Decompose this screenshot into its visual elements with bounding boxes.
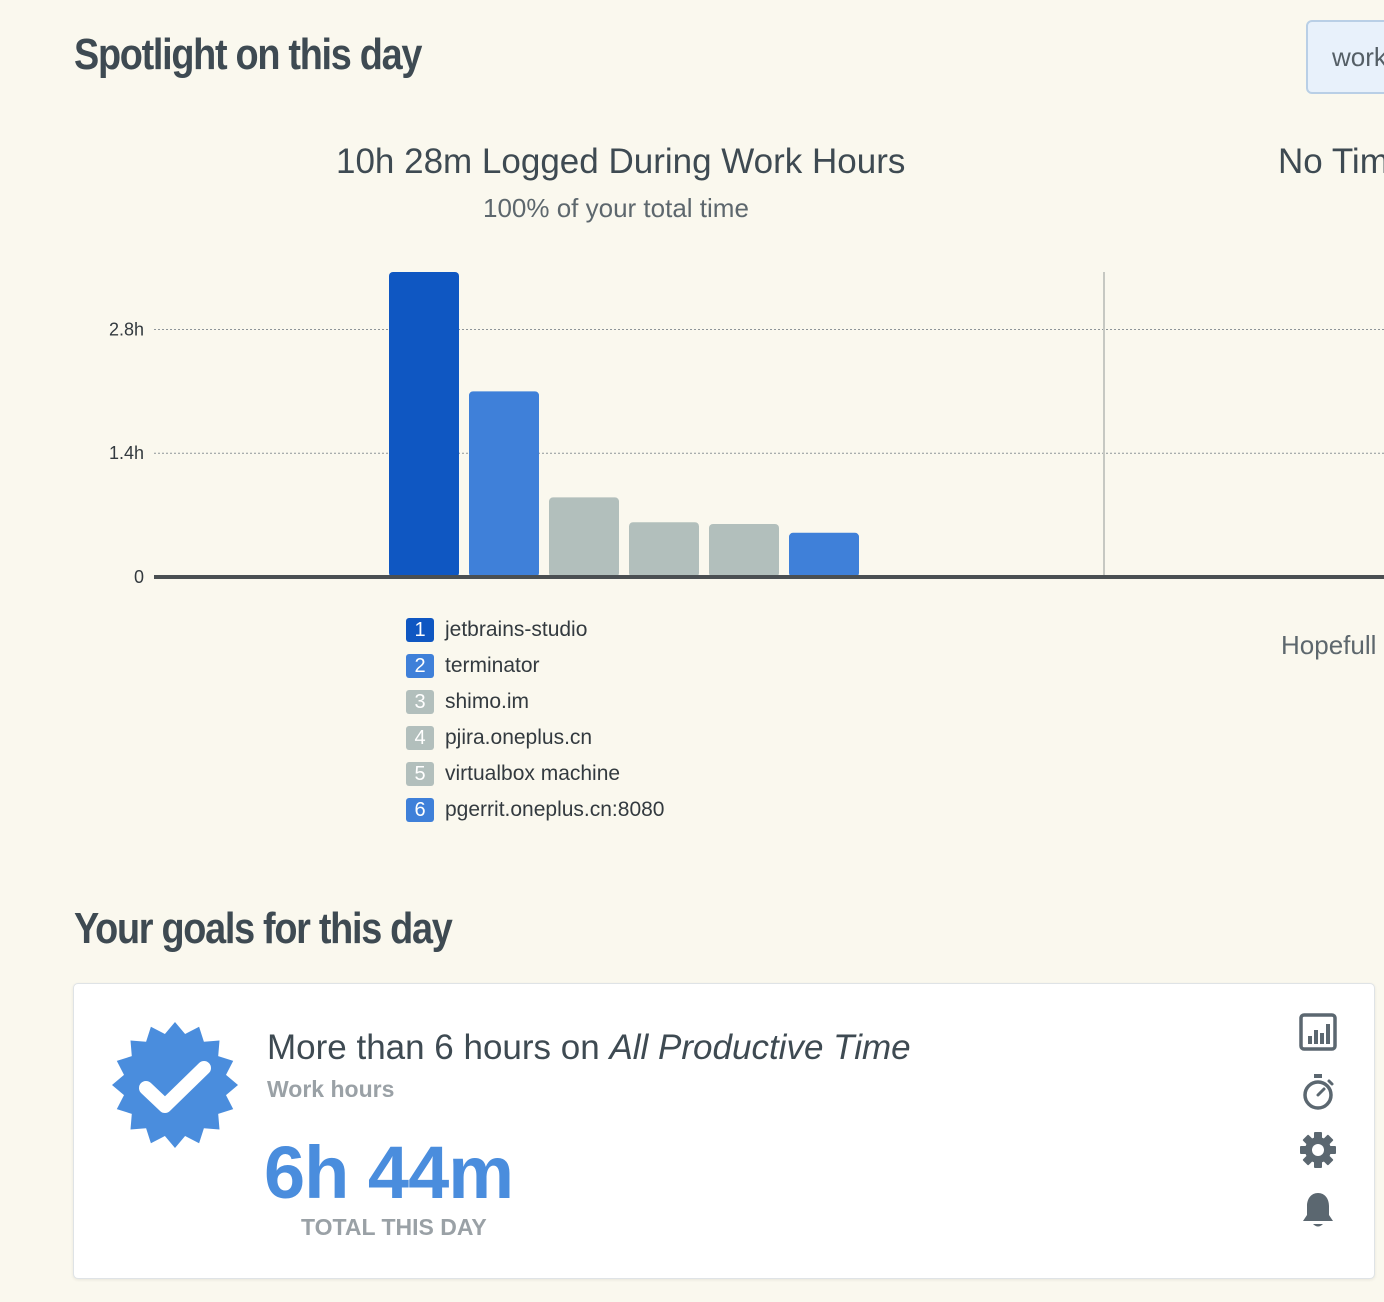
bar-6 xyxy=(789,532,859,577)
side-chart-note: Hopefull xyxy=(1281,630,1377,660)
gear-icon[interactable] xyxy=(1298,1130,1338,1170)
legend-rank-badge: 2 xyxy=(406,654,434,678)
legend-rank-badge: 4 xyxy=(406,726,434,750)
legend-rank-badge: 3 xyxy=(406,690,434,714)
goals-title: Your goals for this day xyxy=(74,904,453,953)
legend-item[interactable]: 4 pjira.oneplus.cn xyxy=(406,720,665,756)
bar-3 xyxy=(549,497,619,577)
goal-total-label: TOTAL THIS DAY xyxy=(301,1214,487,1240)
legend-item[interactable]: 2 terminator xyxy=(406,648,665,684)
verified-check-badge-icon xyxy=(112,1022,238,1148)
chart-subtitle: 100% of your total time xyxy=(483,193,749,223)
y-tick-label: 2.8h xyxy=(109,319,144,339)
y-tick-label: 1.4h xyxy=(109,443,144,463)
goal-title: More than 6 hours on All Productive Time xyxy=(267,1028,911,1068)
goal-title-prefix: More than 6 hours on xyxy=(267,1028,610,1067)
legend-label: pgerrit.oneplus.cn:8080 xyxy=(445,798,665,821)
legend-label: terminator xyxy=(445,654,540,677)
legend-item[interactable]: 1 jetbrains-studio xyxy=(406,612,665,648)
legend-label: shimo.im xyxy=(445,690,530,713)
spotlight-title: Spotlight on this day xyxy=(74,30,422,79)
chart-title: 10h 28m Logged During Work Hours xyxy=(336,142,906,181)
legend-rank-badge: 6 xyxy=(406,798,434,822)
y-tick-label: 0 xyxy=(134,567,144,587)
bar-1 xyxy=(389,272,459,577)
bell-icon[interactable] xyxy=(1298,1190,1338,1230)
goal-total-value: 6h 44m xyxy=(264,1131,514,1214)
legend-item[interactable]: 5 virtualbox machine xyxy=(406,756,665,792)
legend-rank-badge: 1 xyxy=(406,618,434,642)
bar-5 xyxy=(709,523,779,577)
legend-rank-badge: 5 xyxy=(406,762,434,786)
legend-label: virtualbox machine xyxy=(445,762,621,785)
stopwatch-icon[interactable] xyxy=(1298,1072,1338,1112)
bar-2 xyxy=(469,391,539,577)
chart-legend: 1 jetbrains-studio 2 terminator 3 shimo.im 4 pj… xyxy=(406,612,665,828)
goal-subtitle: Work hours xyxy=(267,1076,395,1102)
legend-label: pjira.oneplus.cn xyxy=(445,726,593,749)
legend-label: jetbrains-studio xyxy=(445,618,588,641)
goal-title-category: All Productive Time xyxy=(609,1028,911,1067)
side-chart-title: No Tim xyxy=(1278,142,1384,181)
work-hours-bar-chart: 0 1.4h 2.8h xyxy=(109,272,1384,587)
goal-card: More than 6 hours on All Productive Time… xyxy=(73,983,1375,1279)
work-hours-filter-button[interactable]: work xyxy=(1306,20,1384,94)
bar-4 xyxy=(629,522,699,577)
bar-chart-icon[interactable] xyxy=(1298,1012,1338,1052)
legend-item[interactable]: 3 shimo.im xyxy=(406,684,665,720)
legend-item[interactable]: 6 pgerrit.oneplus.cn:8080 xyxy=(406,792,665,828)
